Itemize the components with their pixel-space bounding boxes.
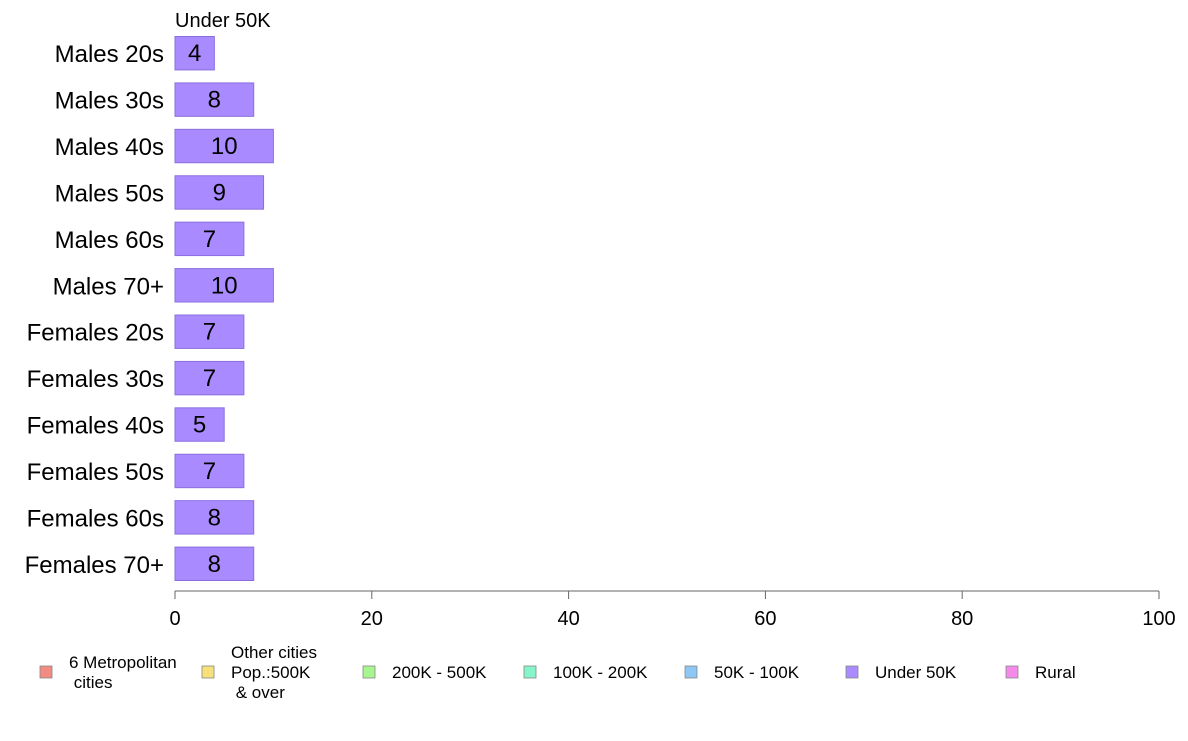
bar-10	[174, 500, 255, 535]
x-tick-label: 20	[361, 608, 383, 630]
bar-11	[174, 546, 255, 582]
category-label: Males 20s	[55, 41, 164, 68]
legend-swatch	[684, 665, 698, 679]
x-tick-label: 40	[557, 608, 579, 630]
bar-4	[174, 221, 245, 257]
bar-5	[174, 268, 274, 303]
bar-9	[174, 453, 245, 489]
legend: 6 Metropolitan cities Other cities Pop.:50…	[39, 643, 1076, 702]
bar-value-label: 10	[211, 133, 238, 160]
category-label: Males 40s	[55, 134, 164, 161]
category-label: Females 70+	[25, 552, 164, 579]
legend-label: Other cities Pop.:500K & over	[231, 643, 317, 702]
legend-label: 200K - 500K	[392, 663, 487, 682]
legend-swatch	[523, 665, 537, 679]
bar-3	[174, 175, 265, 210]
bar-0	[174, 35, 215, 71]
bar-2	[174, 128, 274, 164]
category-label: Males 60s	[55, 227, 164, 254]
bar-value-label: 7	[203, 319, 216, 346]
x-tick-label: 80	[951, 608, 973, 630]
x-axis: 0 20 40 60 80 100	[169, 590, 1176, 630]
bar-1	[174, 82, 255, 117]
bar-value-label: 8	[208, 504, 221, 531]
category-label: Males 50s	[55, 180, 164, 207]
x-tick-label: 60	[754, 608, 776, 630]
category-label: Males 30s	[55, 88, 164, 115]
bar-value-label: 4	[188, 40, 201, 67]
bar-7	[174, 360, 245, 396]
legend-label: 6 Metropolitan cities	[69, 653, 177, 692]
bar-value-label: 7	[203, 458, 216, 485]
legend-swatch	[39, 665, 53, 679]
bar-value-label: 8	[208, 551, 221, 578]
x-tick-label: 100	[1142, 608, 1175, 630]
legend-label: Rural	[1035, 663, 1076, 682]
legend-label: Under 50K	[875, 663, 957, 682]
category-label: Females 50s	[27, 459, 164, 486]
chart-title: Under 50K	[175, 10, 271, 32]
category-label: Females 20s	[27, 320, 164, 347]
legend-swatch	[362, 665, 376, 679]
bar-value-label: 8	[208, 87, 221, 114]
category-label: Females 60s	[27, 505, 164, 532]
legend-label: 50K - 100K	[714, 663, 800, 682]
bar-value-label: 7	[203, 365, 216, 392]
bar-8	[174, 407, 225, 442]
legend-swatch	[1005, 665, 1019, 679]
bar-value-label: 10	[211, 272, 238, 299]
bar-value-label: 9	[213, 179, 226, 206]
x-tick-label: 0	[169, 608, 180, 630]
bars-group: 4 Males 20s 8 Males 30s 10 Males 40s 9 Males 50…	[25, 35, 274, 582]
bar-value-label: 7	[203, 226, 216, 253]
legend-swatch	[201, 665, 215, 679]
category-label: Females 40s	[27, 413, 164, 440]
bar-value-label: 5	[193, 412, 206, 439]
legend-swatch	[845, 665, 859, 679]
legend-label: 100K - 200K	[553, 663, 648, 682]
bar-6	[174, 314, 245, 349]
category-label: Females 30s	[27, 366, 164, 393]
category-label: Males 70+	[53, 273, 164, 300]
